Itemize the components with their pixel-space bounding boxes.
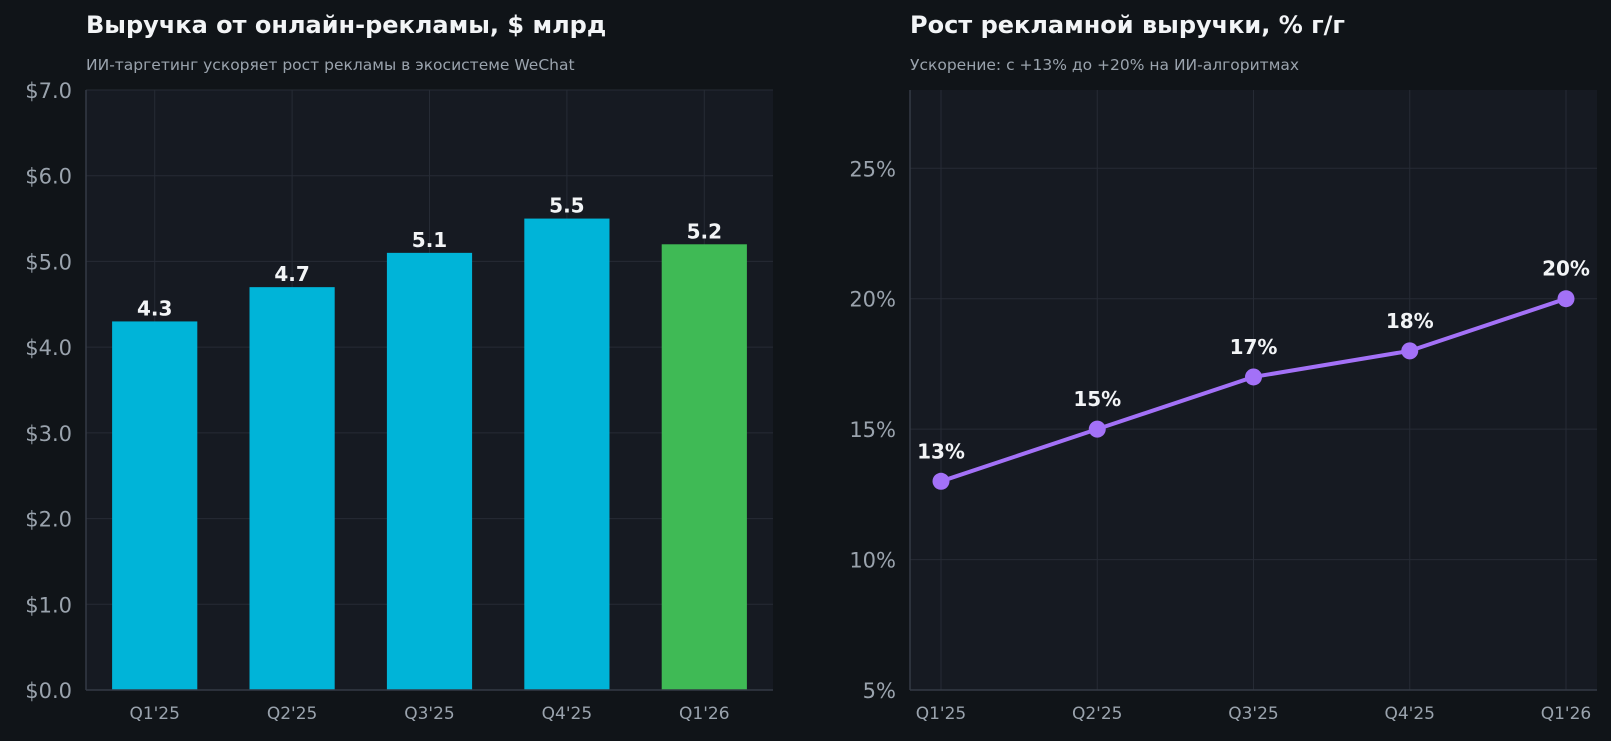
left-x-tick-label: Q2'25: [267, 704, 318, 724]
left-x-tick-label: Q1'25: [129, 704, 180, 724]
left-y-tick-label: $4.0: [25, 336, 72, 360]
left-chart-title: Выручка от онлайн-рекламы, $ млрд: [86, 11, 607, 39]
left-y-tick-label: $1.0: [25, 593, 72, 617]
bar-value-label: 5.2: [687, 219, 722, 243]
revenue-bar: [386, 252, 473, 690]
revenue-bar: [524, 218, 610, 691]
bar-value-label: 5.1: [412, 228, 447, 252]
left-y-tick-label: $5.0: [25, 250, 72, 274]
bar-value-label: 5.5: [549, 194, 584, 218]
bar-value-label: 4.7: [274, 262, 309, 286]
right-chart-subtitle: Ускорение: с +13% до +20% на ИИ-алгоритм…: [910, 56, 1300, 74]
right-x-tick-label: Q3'25: [1228, 704, 1279, 724]
left-y-tick-label: $0.0: [25, 679, 72, 703]
left-chart-subtitle: ИИ-таргетинг ускоряет рост рекламы в эко…: [86, 56, 575, 74]
growth-value-label: 18%: [1386, 309, 1434, 333]
growth-value-label: 13%: [917, 439, 965, 463]
right-x-tick-label: Q1'26: [1541, 704, 1592, 724]
growth-point: [1401, 342, 1419, 360]
growth-value-label: 17%: [1230, 335, 1278, 359]
revenue-bar: [112, 321, 198, 690]
bar-value-label: 4.3: [137, 296, 172, 320]
left-x-tick-label: Q3'25: [404, 704, 455, 724]
left-y-tick-label: $7.0: [25, 79, 72, 103]
right-chart-title: Рост рекламной выручки, % г/г: [910, 11, 1345, 39]
growth-point: [1088, 420, 1106, 438]
left-x-tick-label: Q4'25: [542, 704, 593, 724]
left-y-tick-label: $6.0: [25, 165, 72, 189]
growth-point: [932, 472, 950, 490]
growth-point: [1557, 290, 1575, 308]
revenue-bar: [249, 287, 335, 690]
right-x-tick-label: Q4'25: [1384, 704, 1435, 724]
right-x-tick-label: Q2'25: [1072, 704, 1123, 724]
right-y-tick-label: 15%: [849, 418, 896, 442]
right-y-tick-label: 20%: [849, 288, 896, 312]
right-y-tick-label: 5%: [863, 679, 896, 703]
right-y-tick-label: 10%: [849, 549, 896, 573]
left-y-tick-label: $3.0: [25, 422, 72, 446]
growth-value-label: 15%: [1073, 387, 1121, 411]
growth-value-label: 20%: [1542, 257, 1590, 281]
right-x-tick-label: Q1'25: [916, 704, 967, 724]
left-y-tick-label: $2.0: [25, 508, 72, 532]
growth-point: [1245, 368, 1262, 386]
right-y-tick-label: 25%: [849, 157, 896, 181]
revenue-bar: [661, 244, 747, 691]
left-x-tick-label: Q1'26: [679, 704, 730, 724]
